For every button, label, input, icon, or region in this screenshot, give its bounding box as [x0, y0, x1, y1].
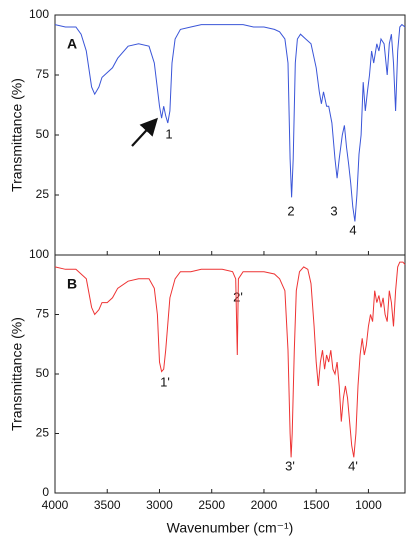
y-tick-label: 25 [36, 426, 50, 440]
y-tick-label: 75 [36, 307, 50, 321]
y-tick-label: 100 [29, 247, 49, 261]
peak-label: 4' [348, 458, 358, 473]
spectrum-line [54, 261, 406, 458]
x-tick-label: 2000 [251, 498, 278, 512]
y-tick-label: 50 [36, 127, 50, 141]
y-tick-label: 0 [42, 485, 49, 499]
peak-label: 1 [165, 126, 172, 141]
peak-label: 3 [330, 203, 337, 218]
y-tick-label: 75 [36, 67, 50, 81]
x-tick-label: 3500 [94, 498, 121, 512]
arrow [131, 117, 158, 147]
x-tick-label: 1000 [355, 498, 382, 512]
panel-label: B [67, 276, 77, 292]
peak-label: 1' [160, 374, 170, 389]
plot-frame [54, 14, 406, 256]
x-tick-label: 4000 [42, 498, 69, 512]
x-tick-label: 1500 [303, 498, 330, 512]
y-axis-title: Transmittance (%) [9, 317, 25, 431]
x-tick-label: 3000 [146, 498, 173, 512]
peak-label: 3' [285, 458, 295, 473]
y-tick-label: 50 [36, 366, 50, 380]
peak-label: 4 [349, 222, 356, 237]
plot-frame [54, 254, 406, 494]
x-axis-title: Wavenumber (cm⁻¹) [167, 520, 294, 536]
y-tick-label: 25 [36, 187, 50, 201]
peak-label: 2 [287, 203, 294, 218]
y-tick-label: 100 [29, 7, 49, 21]
panel-label: A [67, 36, 77, 52]
x-tick-label: 2500 [198, 498, 225, 512]
y-axis-title: Transmittance (%) [9, 78, 25, 192]
spectrum-line [54, 23, 406, 222]
